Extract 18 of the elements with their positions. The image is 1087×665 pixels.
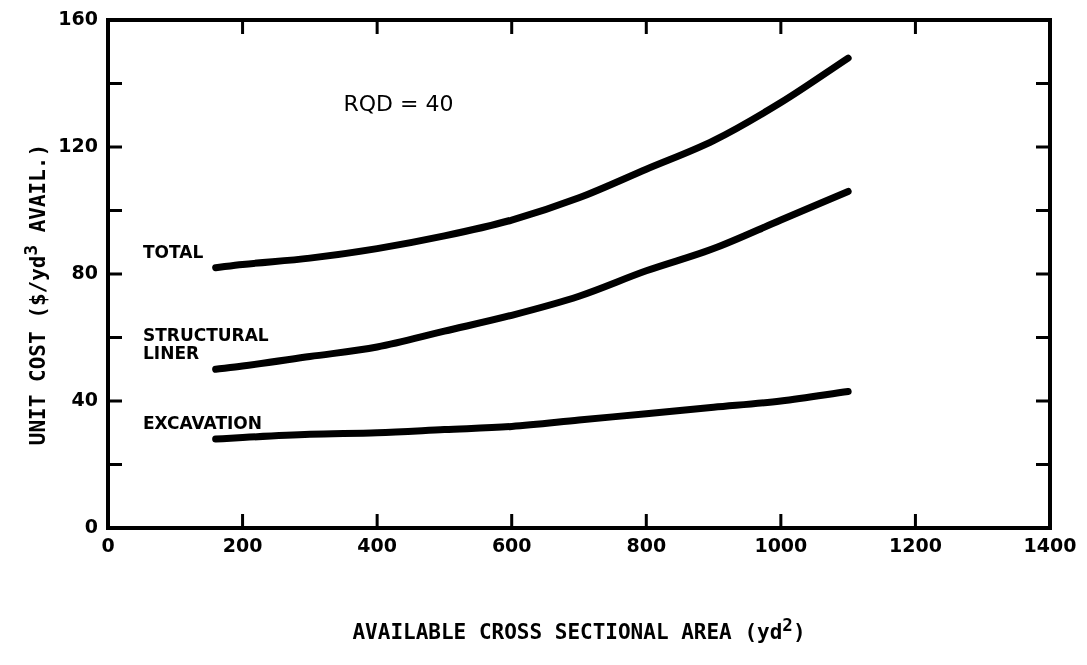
x-tick-label: 200 <box>222 534 263 557</box>
y-tick-label: 0 <box>84 514 98 537</box>
x-tick-label: 1000 <box>754 534 808 557</box>
y-tick-label: 40 <box>71 387 98 410</box>
annotation: RQD = 40 <box>343 90 454 116</box>
y-tick-label: 80 <box>71 260 98 283</box>
series-label: EXCAVATION <box>143 413 263 434</box>
y-tick-label: 120 <box>58 133 98 156</box>
x-tick-label: 800 <box>626 534 667 557</box>
x-tick-label: 400 <box>357 534 397 557</box>
x-axis-title: AVAILABLE CROSS SECTIONAL AREA (yd$^{2}$) <box>351 615 807 644</box>
x-tick-label: 600 <box>491 534 532 557</box>
y-tick-label: 160 <box>58 6 98 29</box>
x-tick-label: 1400 <box>1023 534 1077 557</box>
series-label: STRUCTURAL LINER <box>143 325 269 364</box>
x-tick-label: 1200 <box>888 534 942 557</box>
x-tick-label: 0 <box>101 534 115 557</box>
series-label: TOTAL <box>143 241 204 262</box>
